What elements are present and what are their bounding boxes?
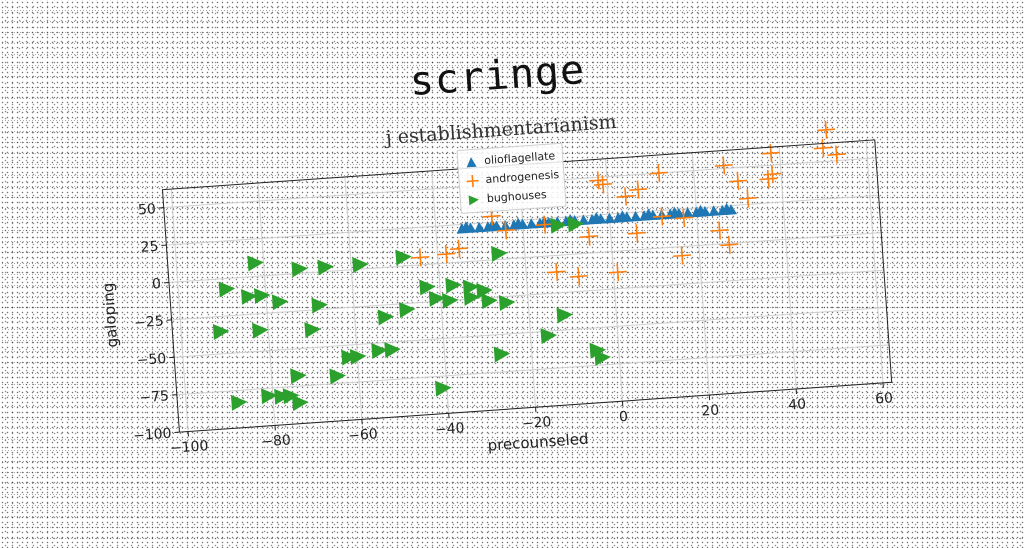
data-point xyxy=(219,280,236,297)
data-point xyxy=(649,163,668,182)
legend: oliofIagellate androgenesis bughouses xyxy=(456,143,566,214)
x-tick-label: −20 xyxy=(521,414,552,432)
legend-label: androgenesis xyxy=(485,168,559,186)
y-grid-line xyxy=(177,345,889,395)
data-point xyxy=(378,308,395,325)
data-point xyxy=(579,227,598,246)
data-point xyxy=(247,254,264,271)
data-point xyxy=(272,293,289,310)
data-point xyxy=(759,169,778,188)
data-point xyxy=(540,327,557,344)
data-point xyxy=(442,292,459,309)
data-point xyxy=(627,224,646,243)
y-tick-label: 0 xyxy=(152,276,162,293)
data-point xyxy=(714,156,733,175)
data-point xyxy=(672,246,691,265)
data-point xyxy=(437,244,456,263)
x-tick-label: −100 xyxy=(169,438,208,457)
data-point xyxy=(449,239,468,258)
data-point xyxy=(569,267,588,286)
x-tick-label: −40 xyxy=(435,420,466,438)
x-tick-label: −80 xyxy=(261,432,292,450)
data-point xyxy=(395,248,412,265)
y-tick-label: −50 xyxy=(136,351,167,369)
plus-icon xyxy=(465,174,480,189)
legend-item-series-3: bughouses xyxy=(466,187,547,209)
data-point xyxy=(494,345,511,362)
y-tick-label: 50 xyxy=(137,201,156,218)
y-tick-label: 25 xyxy=(140,239,159,256)
y-tick-label: −25 xyxy=(134,313,165,331)
x-axis-label: precounseled xyxy=(487,430,589,455)
data-point xyxy=(556,306,573,323)
data-point xyxy=(317,258,334,275)
triangle-right-icon xyxy=(466,193,481,208)
data-point xyxy=(435,380,452,397)
data-point xyxy=(329,367,346,384)
x-tick-label: 60 xyxy=(875,390,894,407)
data-point xyxy=(608,263,627,282)
data-point xyxy=(816,120,835,139)
data-point xyxy=(352,256,369,273)
data-point xyxy=(231,394,248,411)
data-point xyxy=(304,321,321,338)
data-point xyxy=(589,171,608,190)
data-point xyxy=(445,277,462,294)
data-point xyxy=(254,287,271,304)
y-grid-line xyxy=(169,233,881,283)
y-tick-label: −75 xyxy=(139,388,170,406)
legend-label: oliofIagellate xyxy=(484,149,556,167)
data-point xyxy=(728,171,747,190)
x-tick-label: 40 xyxy=(788,396,807,413)
data-point xyxy=(763,165,782,184)
x-tick-label: −60 xyxy=(348,426,379,444)
data-point xyxy=(419,278,436,295)
data-point xyxy=(481,292,498,309)
data-point xyxy=(290,367,307,384)
legend-label: bughouses xyxy=(486,188,547,205)
data-point xyxy=(710,221,729,240)
y-tick-label: −100 xyxy=(133,426,172,445)
data-point xyxy=(291,260,308,277)
data-point xyxy=(311,296,328,313)
y-grid-line xyxy=(172,270,884,320)
y-grid-line xyxy=(174,307,886,357)
x-tick-label: 20 xyxy=(701,402,720,419)
y-axis-label: galoping xyxy=(99,282,121,348)
data-point xyxy=(384,341,401,358)
data-point xyxy=(720,235,739,254)
x-tick-label: 0 xyxy=(619,409,629,426)
data-point xyxy=(547,262,566,281)
triangle-up-icon xyxy=(464,155,479,170)
data-point xyxy=(252,322,269,339)
data-point xyxy=(292,394,309,411)
data-point xyxy=(350,348,367,365)
data-point xyxy=(213,323,230,340)
